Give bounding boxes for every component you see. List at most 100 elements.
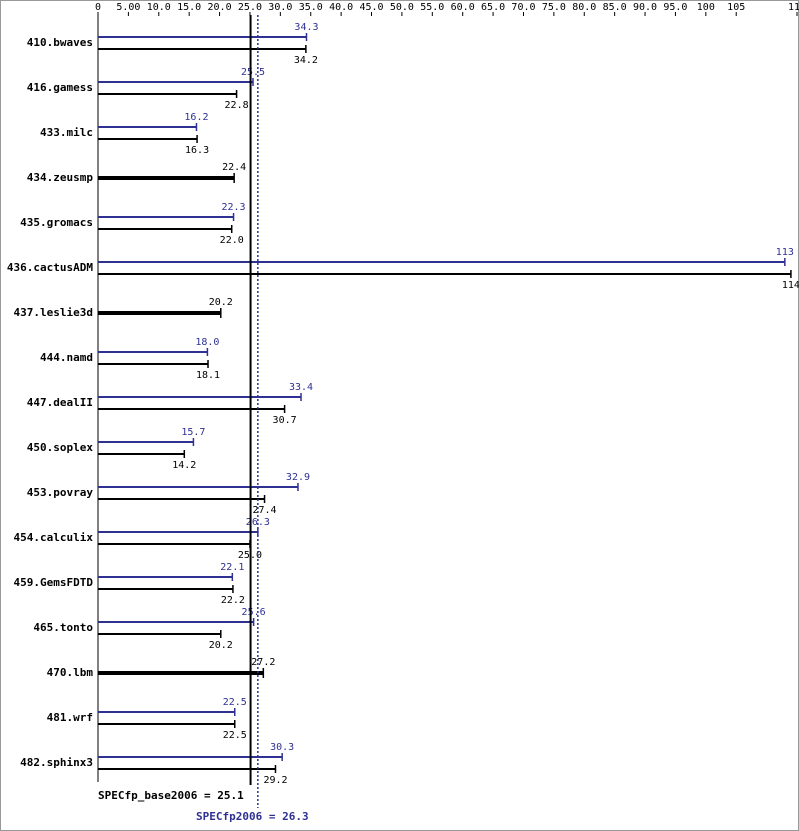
- category-label: 459.GemsFDTD: [14, 576, 94, 589]
- value-label: 15.7: [181, 427, 205, 438]
- x-tick-label: 90.0: [633, 2, 657, 13]
- x-tick-label: 0: [95, 2, 101, 13]
- bar: [98, 543, 250, 545]
- value-label: 22.5: [223, 697, 247, 708]
- x-tick-label: 80.0: [572, 2, 596, 13]
- value-label: 25.6: [242, 607, 266, 618]
- bar: [98, 671, 264, 675]
- x-tick-label: 45.0: [359, 2, 383, 13]
- bar: [98, 273, 791, 275]
- value-label: 20.2: [209, 640, 233, 651]
- category-label: 453.povray: [27, 486, 94, 499]
- bar: [98, 351, 208, 353]
- x-tick-label: 25.0: [238, 2, 262, 13]
- bar: [98, 228, 232, 230]
- bar: [98, 36, 307, 38]
- x-tick-label: 35.0: [299, 2, 323, 13]
- category-label: 433.milc: [40, 126, 93, 139]
- value-label: 32.9: [286, 472, 310, 483]
- bar: [98, 261, 785, 263]
- bar: [98, 531, 258, 533]
- x-tick-label: 105: [727, 2, 745, 13]
- x-tick-label: 50.0: [390, 2, 414, 13]
- value-label: 30.7: [273, 415, 297, 426]
- category-label: 450.soplex: [27, 441, 94, 454]
- x-tick-label: 60.0: [451, 2, 475, 13]
- category-label: 410.bwaves: [27, 36, 93, 49]
- bar: [98, 311, 221, 315]
- value-label: 16.2: [184, 112, 208, 123]
- value-label: 20.2: [209, 297, 233, 308]
- category-label: 447.dealII: [27, 396, 93, 409]
- value-label: 27.2: [251, 657, 275, 668]
- category-label: 481.wrf: [47, 711, 93, 724]
- category-label: 416.gamess: [27, 81, 93, 94]
- value-label: 30.3: [270, 742, 294, 753]
- x-tick-label: 40.0: [329, 2, 353, 13]
- bar: [98, 93, 237, 95]
- x-tick-label: 20.0: [208, 2, 232, 13]
- value-label: 22.0: [220, 235, 244, 246]
- x-tick-label: 70.0: [511, 2, 535, 13]
- bar: [98, 621, 254, 623]
- category-label: 436.cactusADM: [7, 261, 93, 274]
- bar: [98, 126, 197, 128]
- value-label: 26.3: [246, 517, 270, 528]
- x-tick-label: 75.0: [542, 2, 566, 13]
- value-label: 18.0: [195, 337, 219, 348]
- value-label: 34.3: [294, 22, 318, 33]
- value-label: 113: [776, 247, 794, 258]
- bar: [98, 756, 283, 758]
- x-tick-label: 5.00: [116, 2, 140, 13]
- value-label: 22.8: [225, 100, 249, 111]
- category-label: 482.sphinx3: [20, 756, 93, 769]
- x-tick-label: 30.0: [268, 2, 292, 13]
- x-tick-label: 100: [697, 2, 715, 13]
- value-label: 22.5: [223, 730, 247, 741]
- bar: [98, 588, 233, 590]
- value-label: 22.3: [221, 202, 245, 213]
- x-tick-label: 85.0: [603, 2, 627, 13]
- bar: [98, 48, 306, 50]
- bar: [98, 216, 234, 218]
- value-label: 22.1: [220, 562, 244, 573]
- category-label: 437.leslie3d: [14, 306, 93, 319]
- value-label: 16.3: [185, 145, 209, 156]
- value-label: 25.5: [241, 67, 265, 78]
- x-tick-label: 15.0: [177, 2, 201, 13]
- value-label: 114: [782, 280, 799, 291]
- value-label: 29.2: [263, 775, 287, 786]
- category-label: 444.namd: [40, 351, 93, 364]
- reference-label: SPECfp2006 = 26.3: [196, 810, 309, 823]
- value-label: 27.4: [252, 505, 276, 516]
- reference-label: SPECfp_base2006 = 25.1: [98, 789, 244, 802]
- x-tick-label: 95.0: [663, 2, 687, 13]
- x-tick-label: 10.0: [147, 2, 171, 13]
- category-label: 435.gromacs: [20, 216, 93, 229]
- bar: [98, 396, 302, 398]
- value-label: 22.4: [222, 162, 246, 173]
- x-tick-label: 65.0: [481, 2, 505, 13]
- bar: [98, 723, 235, 725]
- value-label: 33.4: [289, 382, 313, 393]
- value-label: 14.2: [172, 460, 196, 471]
- bar: [98, 176, 235, 180]
- value-label: 22.2: [221, 595, 245, 606]
- category-label: 465.tonto: [33, 621, 93, 634]
- bar: [98, 441, 194, 443]
- bar: [98, 486, 298, 488]
- bar: [98, 363, 209, 365]
- bar: [98, 633, 221, 635]
- category-label: 434.zeusmp: [27, 171, 94, 184]
- category-label: 454.calculix: [14, 531, 94, 544]
- bar: [98, 498, 265, 500]
- bar: [98, 81, 253, 83]
- bar: [98, 138, 198, 140]
- bar: [98, 711, 235, 713]
- bar: [98, 768, 276, 770]
- value-label: 18.1: [196, 370, 220, 381]
- bar: [98, 453, 185, 455]
- value-label: 34.2: [294, 55, 318, 66]
